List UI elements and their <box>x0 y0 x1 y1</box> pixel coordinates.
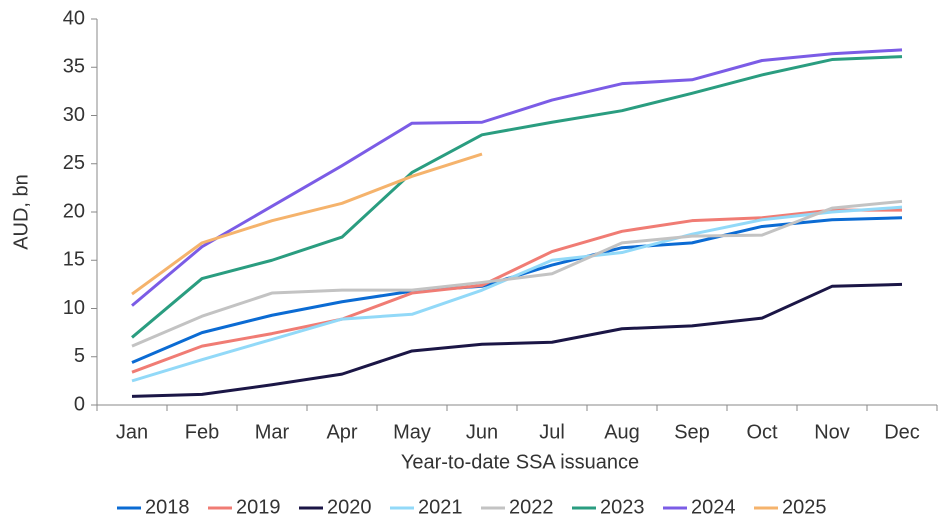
y-axis-title: AUD, bn <box>10 174 32 250</box>
legend-label: 2025 <box>782 496 827 518</box>
x-tick-label: Jun <box>466 421 498 443</box>
legend-label: 2018 <box>145 496 190 518</box>
y-tick-label: 35 <box>63 56 85 78</box>
legend-label: 2023 <box>600 496 645 518</box>
series-line <box>131 216 903 364</box>
x-tick-label: Jul <box>539 421 565 443</box>
x-tick-label: Jan <box>116 421 148 443</box>
series-line <box>131 282 903 398</box>
legend-label: 2019 <box>236 496 281 518</box>
series-line <box>131 205 903 383</box>
x-tick-label: Mar <box>255 421 290 443</box>
x-tick-label: Dec <box>884 421 920 443</box>
series-line <box>131 152 483 296</box>
y-tick-label: 5 <box>74 345 85 367</box>
y-tick-label: 25 <box>63 152 85 174</box>
series-line <box>131 55 903 339</box>
y-tick-label: 0 <box>74 393 85 415</box>
x-tick-label: Feb <box>185 421 219 443</box>
series-line <box>131 48 903 307</box>
y-tick-label: 10 <box>63 297 85 319</box>
x-tick-label: Nov <box>814 421 850 443</box>
x-axis-title: Year-to-date SSA issuance <box>401 451 639 473</box>
series-line <box>131 199 903 348</box>
x-tick-label: Aug <box>604 421 640 443</box>
y-tick-label: 40 <box>63 7 85 29</box>
legend-label: 2021 <box>418 496 463 518</box>
y-tick-label: 20 <box>63 200 85 222</box>
series-line <box>131 208 902 374</box>
x-tick-label: Oct <box>746 421 778 443</box>
x-tick-label: May <box>393 421 431 443</box>
y-tick-label: 30 <box>63 104 85 126</box>
legend-label: 2022 <box>509 496 554 518</box>
legend-label: 2020 <box>327 496 372 518</box>
y-tick-label: 15 <box>63 249 85 271</box>
x-tick-label: Sep <box>674 421 710 443</box>
legend-label: 2024 <box>691 496 736 518</box>
x-tick-label: Apr <box>326 421 357 443</box>
